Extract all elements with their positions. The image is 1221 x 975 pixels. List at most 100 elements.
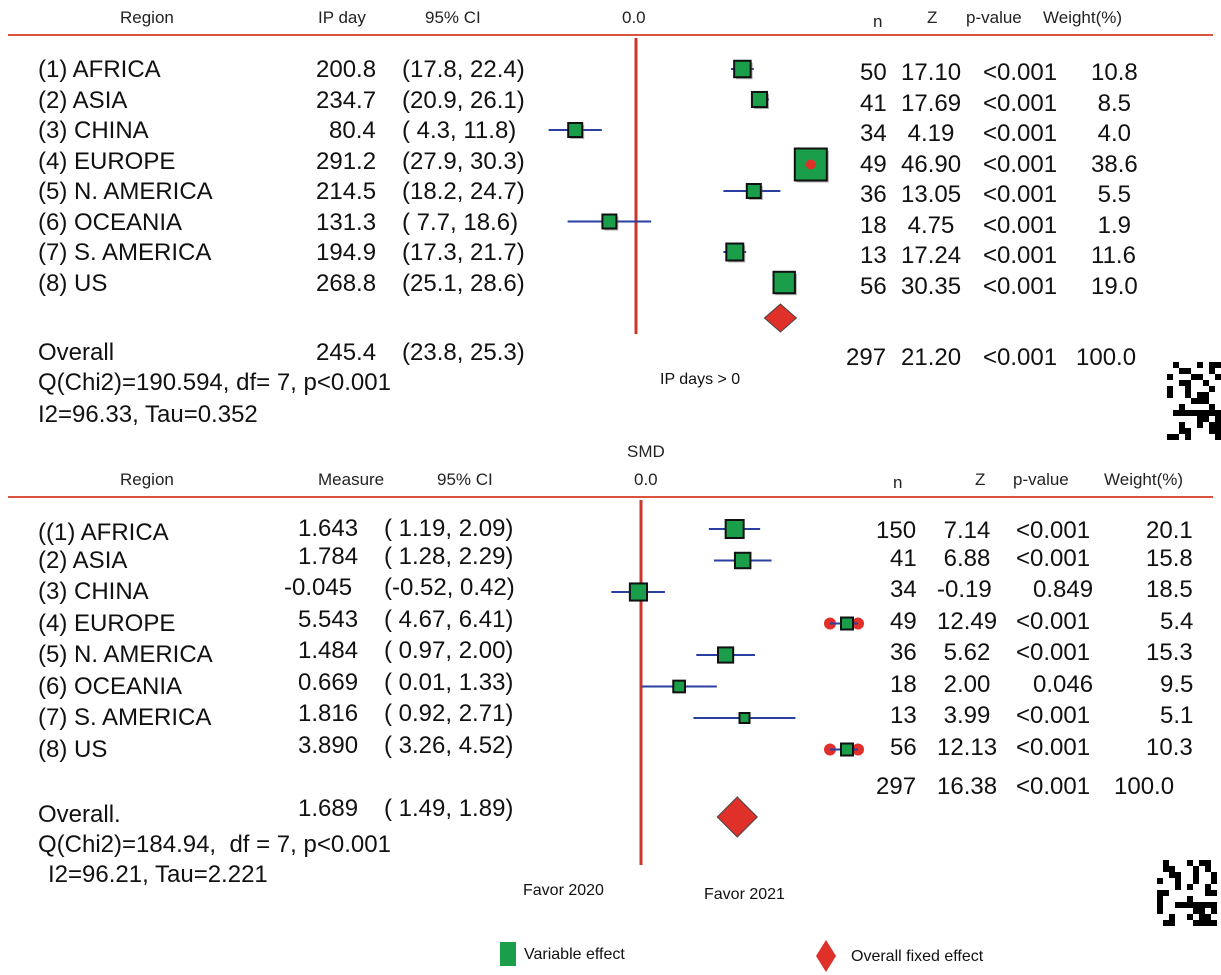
overall-p-2: <0.001: [1016, 773, 1091, 800]
row-value: 1.816: [298, 700, 359, 727]
row-weight: 15.8: [1146, 544, 1193, 572]
col-header-zero: 0.0: [622, 8, 646, 27]
overall-value-2: 1.689: [298, 795, 359, 822]
overall-n: 297: [846, 344, 887, 371]
smd-label: SMD: [627, 442, 665, 461]
row-ci: ( 0.97, 2.00): [384, 637, 514, 664]
heterogeneity-i2-2: I2=96.21, Tau=2.221: [48, 861, 268, 888]
row-weight: 5.4: [1160, 607, 1194, 635]
effect-box: [725, 242, 745, 262]
row-value: 268.8: [316, 269, 377, 297]
row-n: 56: [860, 272, 887, 300]
row-p: <0.001: [983, 150, 1058, 178]
row-ci: ( 4.3, 11.8): [402, 117, 517, 144]
row-weight: 5.5: [1091, 181, 1132, 208]
row-z: -0.19: [937, 576, 992, 603]
region-label: (5) N. AMERICA: [38, 641, 213, 668]
row-n: 13: [860, 242, 887, 269]
row-p: <0.001: [1016, 733, 1091, 761]
effect-box: [745, 183, 762, 199]
row-ci: ( 4.67, 6.41): [384, 605, 514, 633]
overall-z-2: 16.38: [937, 773, 998, 800]
effect-box: [672, 679, 686, 694]
heterogeneity-q: Q(Chi2)=190.594, df= 7, p<0.001: [38, 369, 391, 396]
overall-weight: 100.0: [1076, 344, 1137, 371]
col-header-weight: Weight(%): [1043, 8, 1123, 27]
overall-label-2: Overall.: [38, 801, 121, 828]
col-header-ci: 95% CI: [425, 8, 481, 27]
row-p: 0.046: [1033, 670, 1094, 698]
header-rule-2: [8, 496, 1213, 498]
row-n: 56: [890, 733, 917, 761]
row-value: 200.8: [316, 56, 377, 83]
effect-box: [733, 59, 752, 79]
row-n: 18: [860, 211, 887, 239]
overall-diamond: [716, 796, 758, 838]
legend-overall-fixed-effect: Overall fixed effect: [851, 948, 984, 965]
row-p: <0.001: [983, 89, 1058, 117]
region-label: (4) EUROPE: [38, 147, 176, 175]
heterogeneity-i2: I2=96.33, Tau=0.352: [38, 401, 258, 428]
region-label: ((1) AFRICA: [38, 519, 169, 546]
row-value: 291.2: [316, 147, 377, 175]
region-label: (7) S. AMERICA: [38, 239, 212, 266]
row-value: 1.784: [298, 542, 359, 570]
favor-2020-label: Favor 2020: [523, 882, 604, 899]
overall-value: 245.4: [316, 339, 377, 366]
row-z: 6.88: [937, 544, 991, 572]
legend-variable-effect: Variable effect: [524, 946, 625, 963]
row-n: 36: [860, 181, 887, 208]
legend-box-icon: [500, 942, 516, 966]
row-p: <0.001: [983, 242, 1058, 269]
col-header-p-2: p-value: [1013, 470, 1069, 489]
overall-p: <0.001: [983, 344, 1058, 371]
col-header-z-2: Z: [975, 470, 986, 489]
row-weight: 10.3: [1146, 733, 1193, 761]
row-weight: 1.9: [1091, 211, 1132, 239]
row-ci: (-0.52, 0.42): [384, 574, 515, 601]
region-label: (2) ASIA: [38, 86, 128, 114]
region-label: (3) CHINA: [38, 117, 149, 144]
col-header-ip-day: IP day: [318, 8, 366, 27]
row-n: 41: [860, 89, 887, 117]
row-ci: (20.9, 26.1): [402, 86, 525, 114]
row-n: 34: [860, 120, 887, 147]
overall-z: 21.20: [901, 344, 962, 371]
col-header-region: Region: [120, 8, 174, 27]
row-value: 5.543: [298, 605, 359, 633]
row-ci: ( 1.28, 2.29): [384, 542, 514, 570]
effect-box: [750, 90, 769, 109]
overall-label: Overall: [38, 339, 115, 366]
region-label: (7) S. AMERICA: [38, 704, 212, 731]
row-ci: (17.8, 22.4): [402, 56, 525, 83]
effect-dot: [805, 159, 816, 170]
row-weight: 5.1: [1160, 702, 1194, 729]
row-p: <0.001: [1016, 517, 1091, 544]
row-z: 30.35: [901, 272, 962, 300]
row-value: 3.890: [298, 731, 359, 759]
row-weight: 11.6: [1091, 242, 1136, 269]
row-z: 4.75: [901, 211, 955, 239]
row-ci: (17.3, 21.7): [402, 239, 525, 266]
overall-ci: (23.8, 25.3): [402, 339, 525, 366]
row-z: 7.14: [937, 517, 991, 544]
row-n: 50: [860, 59, 887, 86]
row-z: 2.00: [937, 670, 991, 698]
row-weight: 15.3: [1146, 639, 1193, 666]
row-n: 34: [890, 576, 917, 603]
row-z: 13.05: [901, 181, 962, 208]
forest-plot-ip-day: Region IP day 95% CI 0.0 n Z p-value Wei…: [0, 0, 1221, 450]
col-header-zero-2: 0.0: [634, 470, 658, 489]
row-p: <0.001: [1016, 702, 1091, 729]
row-n: 49: [890, 607, 917, 635]
row-ci: (25.1, 28.6): [402, 269, 525, 297]
row-n: 150: [876, 517, 917, 544]
row-p: 0.849: [1033, 576, 1094, 603]
row-p: <0.001: [983, 181, 1058, 208]
row-value: 80.4: [329, 117, 376, 144]
row-p: <0.001: [1016, 544, 1091, 572]
effect-box: [793, 147, 828, 182]
forest-plot-bottom-graphic: [611, 500, 864, 865]
col-header-n-2: n: [893, 473, 903, 492]
row-weight: 19.0: [1091, 272, 1138, 300]
